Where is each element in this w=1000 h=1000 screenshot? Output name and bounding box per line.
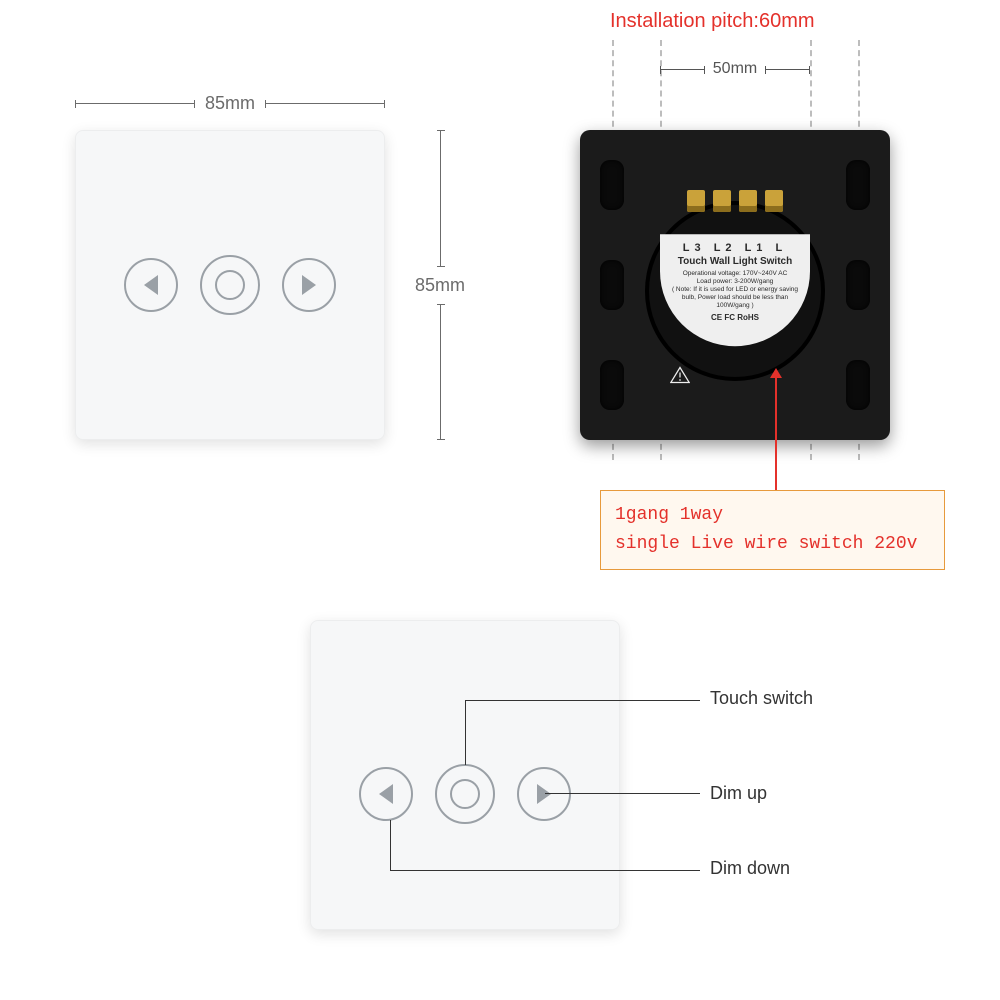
spec-line: Operational voltage: 170V~240V AC — [670, 270, 800, 278]
dim-down-icon — [124, 258, 178, 312]
installation-pitch-label: Installation pitch:60mm — [610, 10, 815, 33]
callout-line1: 1gang 1way — [615, 501, 930, 530]
anno-line — [390, 820, 391, 870]
dim-up-label: Dim up — [710, 783, 767, 804]
inner-pitch-dimension: 50mm — [660, 60, 810, 78]
spec-note: ( Note: If it is used for LED or energy … — [670, 286, 800, 310]
dim-down-icon — [359, 767, 413, 821]
width-label: 85mm — [195, 93, 265, 114]
terminals — [687, 190, 783, 212]
cert-line: CE FC RoHS — [670, 314, 800, 323]
front-panel-annotated — [310, 620, 620, 930]
dim-up-icon — [282, 258, 336, 312]
back-panel: L3 L2 L1 L Touch Wall Light Switch Opera… — [580, 130, 890, 440]
touch-switch-icon — [435, 764, 495, 824]
anno-line — [465, 700, 700, 701]
spec-line: Load power: 3-200W/gang — [670, 278, 800, 286]
height-dimension: 85mm — [400, 130, 480, 440]
anno-line — [390, 870, 700, 871]
front-panel — [75, 130, 385, 440]
pin-labels: L3 L2 L1 L — [670, 242, 800, 254]
anno-line — [465, 700, 466, 765]
callout-line2: single Live wire switch 220v — [615, 530, 930, 559]
warning-icon — [670, 366, 690, 384]
touch-switch-icon — [200, 255, 260, 315]
product-title: Touch Wall Light Switch — [670, 256, 800, 267]
callout-box: 1gang 1way single Live wire switch 220v — [600, 490, 945, 570]
callout-arrow — [775, 370, 777, 490]
anno-line — [545, 793, 700, 794]
width-dimension: 85mm — [75, 88, 385, 118]
dim-down-label: Dim down — [710, 858, 790, 879]
touch-switch-label: Touch switch — [710, 688, 813, 709]
inner-pitch-label: 50mm — [705, 60, 765, 78]
height-label: 85mm — [415, 267, 465, 304]
